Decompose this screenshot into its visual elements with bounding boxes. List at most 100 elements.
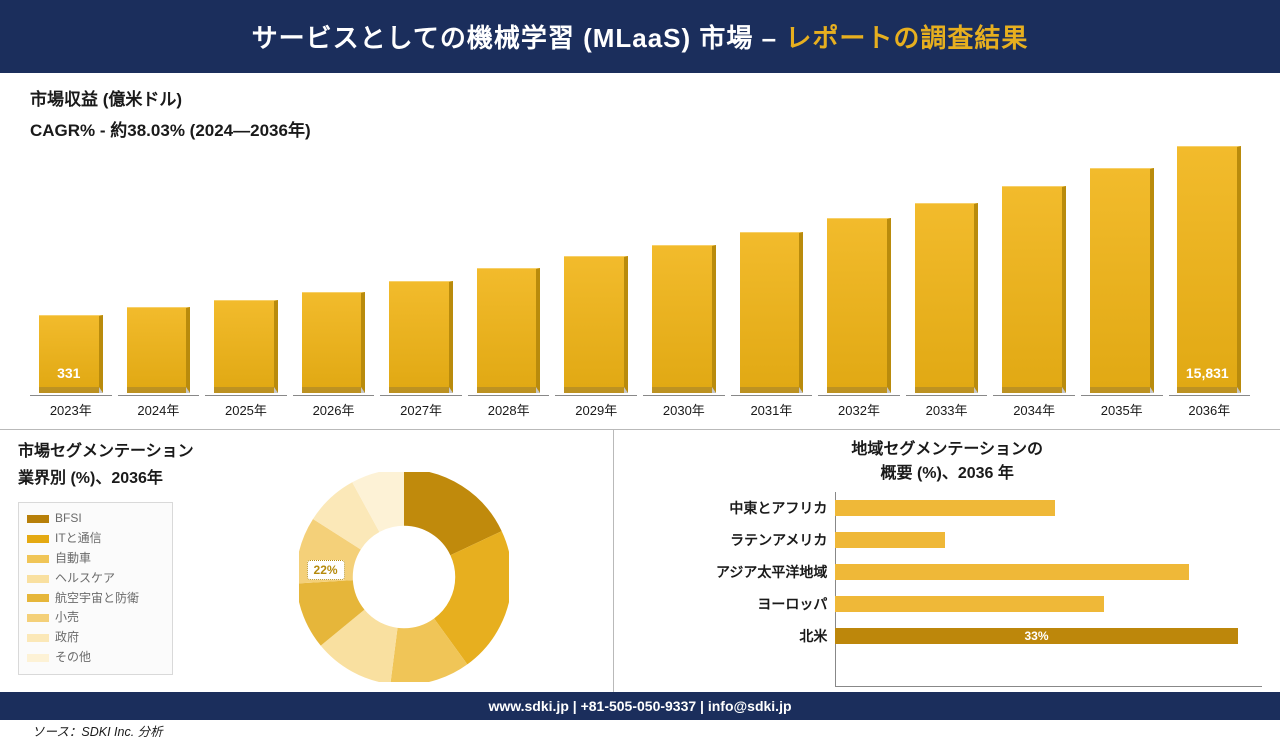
region-label: 中東とアフリカ	[652, 498, 827, 518]
legend-label: 政府	[55, 628, 79, 648]
bar-col	[818, 218, 900, 393]
bar	[915, 203, 979, 393]
region-label: ラテンアメリカ	[652, 530, 827, 550]
legend-swatch	[27, 555, 49, 563]
bar-col	[293, 292, 375, 393]
bar	[302, 292, 366, 393]
legend-swatch	[27, 654, 49, 662]
bar-value-label: 15,831	[1186, 365, 1229, 387]
legend-swatch	[27, 575, 49, 583]
legend-row: 航空宇宙と防衛	[27, 589, 162, 609]
bar-x-label: 2026年	[293, 395, 375, 419]
region-label: 北米	[652, 626, 827, 646]
bar-x-label: 2030年	[643, 395, 725, 419]
bar-col	[380, 281, 462, 393]
legend-swatch	[27, 515, 49, 523]
bar-x-label: 2032年	[818, 395, 900, 419]
legend-row: 政府	[27, 628, 162, 648]
segmentation-title-2: 業界別 (%)、2036年	[18, 465, 194, 492]
region-row: 北米 33%	[652, 620, 1262, 652]
legend-row: 自動車	[27, 549, 162, 569]
region-label: ヨーロッパ	[652, 594, 827, 614]
region-row: ヨーロッパ	[652, 588, 1262, 620]
segmentation-legend: BFSIITと通信自動車ヘルスケア航空宇宙と防衛小売政府その他	[18, 502, 173, 674]
source-line: ソース：SDKI Inc. 分析	[32, 721, 1280, 740]
bar	[477, 268, 541, 393]
legend-label: 自動車	[55, 549, 91, 569]
legend-label: ヘルスケア	[55, 569, 115, 589]
bar-x-label: 2025年	[205, 395, 287, 419]
bar-col: 331	[30, 315, 112, 393]
region-title-1: 地域セグメンテーションの	[851, 441, 1043, 458]
region-bar	[835, 532, 945, 548]
region-bar	[835, 500, 1054, 516]
bar-col: 15,831	[1169, 146, 1251, 393]
legend-swatch	[27, 535, 49, 543]
footer-text: www.sdki.jp | +81-505-050-9337 | info@sd…	[488, 698, 791, 714]
bar-x-label: 2023年	[30, 395, 112, 419]
legend-label: 航空宇宙と防衛	[55, 589, 139, 609]
legend-swatch	[27, 634, 49, 642]
bar-col	[555, 256, 637, 393]
region-bar-track: 33%	[835, 628, 1262, 644]
market-segmentation-panel: 市場セグメンテーション 業界別 (%)、2036年 BFSIITと通信自動車ヘル…	[0, 430, 614, 719]
segmentation-title-1: 市場セグメンテーション	[18, 438, 194, 465]
legend-row: 小売	[27, 608, 162, 628]
segmentation-donut-chart: 22%	[299, 472, 509, 682]
legend-row: その他	[27, 648, 162, 668]
region-bar	[835, 564, 1188, 580]
bar-col	[205, 300, 287, 393]
bar-col	[731, 232, 813, 393]
legend-swatch	[27, 594, 49, 602]
bar	[1090, 168, 1154, 393]
legend-swatch	[27, 614, 49, 622]
bar-x-label: 2033年	[906, 395, 988, 419]
region-title-2: 概要 (%)、2036 年	[881, 465, 1014, 482]
bar	[827, 218, 891, 393]
bar	[389, 281, 453, 393]
bar	[1002, 186, 1066, 393]
bar-x-label: 2031年	[731, 395, 813, 419]
legend-label: BFSI	[55, 509, 82, 529]
legend-row: BFSI	[27, 509, 162, 529]
region-row: 中東とアフリカ	[652, 492, 1262, 524]
region-bar-track	[835, 596, 1262, 612]
legend-label: 小売	[55, 608, 79, 628]
donut-slice	[324, 497, 483, 656]
bar-x-label: 2024年	[118, 395, 200, 419]
region-segmentation-panel: 地域セグメンテーションの 概要 (%)、2036 年 中東とアフリカラテンアメリ…	[614, 430, 1280, 719]
region-label: アジア太平洋地域	[652, 562, 827, 582]
region-bar-track	[835, 500, 1262, 516]
chart-label-revenue: 市場収益 (億米ドル)	[30, 85, 1250, 116]
header-title-main: サービスとしての機械学習 (MLaaS) 市場 –	[252, 23, 777, 53]
bar-col	[468, 268, 550, 393]
bar-col	[643, 245, 725, 393]
region-row: ラテンアメリカ	[652, 524, 1262, 556]
revenue-bar-chart: 市場収益 (億米ドル) CAGR% - 約38.03% (2024―2036年)…	[0, 73, 1280, 393]
donut-callout: 22%	[307, 560, 345, 580]
legend-label: ITと通信	[55, 529, 102, 549]
legend-row: ITと通信	[27, 529, 162, 549]
region-row: アジア太平洋地域	[652, 556, 1262, 588]
bar	[214, 300, 278, 393]
bar	[564, 256, 628, 393]
bar: 331	[39, 315, 103, 393]
header-title-accent: レポートの調査結果	[785, 23, 1028, 53]
bar-x-label: 2036年	[1169, 395, 1251, 419]
bar-col	[1081, 168, 1163, 393]
footer-bar: www.sdki.jp | +81-505-050-9337 | info@sd…	[0, 692, 1280, 720]
bar-x-label: 2034年	[993, 395, 1075, 419]
header-bar: サービスとしての機械学習 (MLaaS) 市場 – レポートの調査結果	[0, 0, 1280, 73]
bar-col	[118, 307, 200, 393]
bar-col	[993, 186, 1075, 393]
bar: 15,831	[1177, 146, 1241, 393]
bar	[740, 232, 804, 393]
bar-x-label: 2027年	[380, 395, 462, 419]
region-bar	[835, 596, 1103, 612]
bar-x-label: 2028年	[468, 395, 550, 419]
bar-value-label: 331	[57, 365, 80, 387]
legend-label: その他	[55, 648, 91, 668]
bar-col	[906, 203, 988, 393]
region-bar-track	[835, 564, 1262, 580]
bar-x-label: 2029年	[555, 395, 637, 419]
